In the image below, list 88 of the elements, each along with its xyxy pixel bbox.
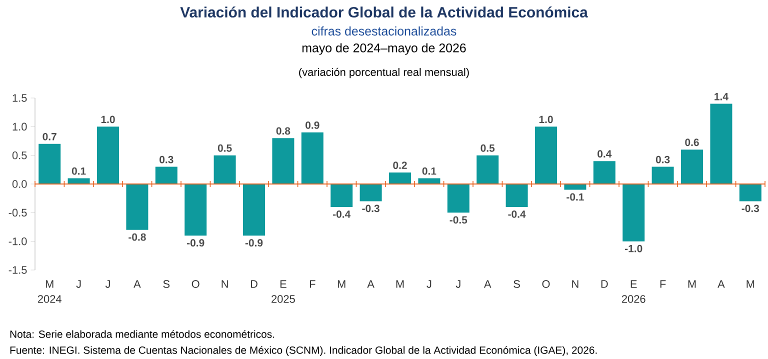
x-tick-label: O [192, 280, 200, 288]
data-label: 0.8 [276, 127, 290, 134]
bar [739, 184, 762, 202]
x-tick-label: S [163, 280, 170, 288]
x-tick-label: J [76, 280, 81, 288]
data-label: 0.7 [42, 132, 56, 140]
x-tick-label: A [367, 280, 374, 288]
x-tick-label: J [105, 280, 110, 288]
bar [652, 166, 674, 184]
data-label: -0.8 [128, 233, 146, 241]
text: 2024 [38, 295, 62, 303]
bar [360, 184, 382, 202]
bar [155, 166, 178, 184]
data-label: -0.9 [187, 239, 204, 246]
data-label: -1.0 [625, 244, 642, 252]
data-label: 0.5 [480, 144, 495, 152]
y-tick-label: 1.5 [12, 94, 27, 102]
data-label: -0.5 [450, 216, 468, 224]
x-tick-label: M [396, 280, 404, 288]
bar [447, 184, 470, 213]
bar [476, 155, 499, 184]
data-label: -0.4 [508, 210, 526, 218]
bar [184, 184, 207, 236]
bar [243, 184, 266, 236]
data-label: -0.1 [566, 193, 584, 201]
bar [272, 138, 294, 184]
text: mayo de 2024–mayo de 2026 [302, 43, 466, 55]
x-tick-label: A [718, 280, 725, 288]
data-label: 0.5 [218, 144, 232, 152]
bar [622, 184, 645, 242]
data-label: 1.0 [539, 116, 553, 124]
x-tick-label: S [514, 280, 520, 288]
text: Nota: Serie elaborada mediante métodos econométricos. [10, 330, 274, 338]
bar [593, 160, 616, 184]
x-tick-label: F [310, 280, 316, 288]
x-tick-label: M [46, 280, 54, 288]
bar [126, 184, 148, 230]
bar [97, 126, 120, 184]
y-tick-label: 0.5 [12, 151, 27, 160]
x-tick-label: O [542, 280, 550, 288]
data-label: 0.1 [72, 167, 86, 175]
bar [710, 104, 732, 184]
x-tick-label: N [222, 280, 228, 288]
data-label: 0.3 [160, 156, 174, 164]
y-tick-label: 1.0 [12, 122, 27, 130]
text: (variación porcentual real mensual) [299, 68, 469, 78]
data-label: 0.3 [656, 156, 670, 164]
data-label: 0.1 [422, 167, 436, 175]
chart-subtitle: cifras desestacionalizadas [312, 26, 456, 36]
x-tick-label: E [280, 280, 286, 288]
y-tick-label: 0.0 [12, 180, 27, 188]
data-label: 0.9 [306, 121, 320, 129]
y-tick-label: -1.5 [8, 266, 27, 274]
data-label: 1.4 [714, 92, 728, 100]
x-tick-label: M [688, 280, 696, 288]
text: 2026 [622, 295, 646, 303]
data-label: -0.3 [362, 204, 380, 212]
x-tick-label: F [660, 280, 666, 288]
x-tick-label: E [630, 280, 637, 288]
x-tick-label: A [484, 280, 492, 288]
bar [214, 155, 236, 184]
x-tick-label: J [426, 280, 432, 288]
data-label: 0.4 [598, 150, 612, 158]
x-tick-label: J [456, 280, 460, 288]
bar [38, 144, 61, 184]
bar [535, 126, 558, 184]
text: 2025 [272, 295, 295, 303]
bar [301, 132, 324, 184]
x-tick-label: N [572, 280, 578, 288]
data-label: 1.0 [101, 116, 115, 124]
bar [330, 184, 353, 207]
data-label: -0.3 [742, 204, 760, 212]
data-label: 0.2 [393, 161, 407, 169]
data-label: -0.4 [333, 210, 351, 218]
x-tick-label: A [134, 280, 141, 288]
chart-title: Variación del Indicador Global de la Actividad Económica [180, 6, 588, 18]
bar [389, 172, 412, 184]
data-label: 0.6 [685, 138, 699, 146]
x-tick-label: D [601, 280, 608, 288]
y-tick-label: -1.0 [8, 237, 27, 246]
x-tick-label: M [338, 280, 346, 288]
data-label: -0.9 [245, 239, 263, 246]
x-tick-label: D [250, 280, 258, 288]
source-note: Fuente: INEGI. Sistema de Cuentas Nacionales de México (SCNM). Indicador Global de la Actividad Económica (IGAE), 2026. [10, 346, 597, 356]
y-tick-label: -0.5 [8, 208, 27, 216]
bar [681, 149, 704, 184]
x-tick-label: M [746, 280, 754, 288]
bar [506, 184, 528, 207]
